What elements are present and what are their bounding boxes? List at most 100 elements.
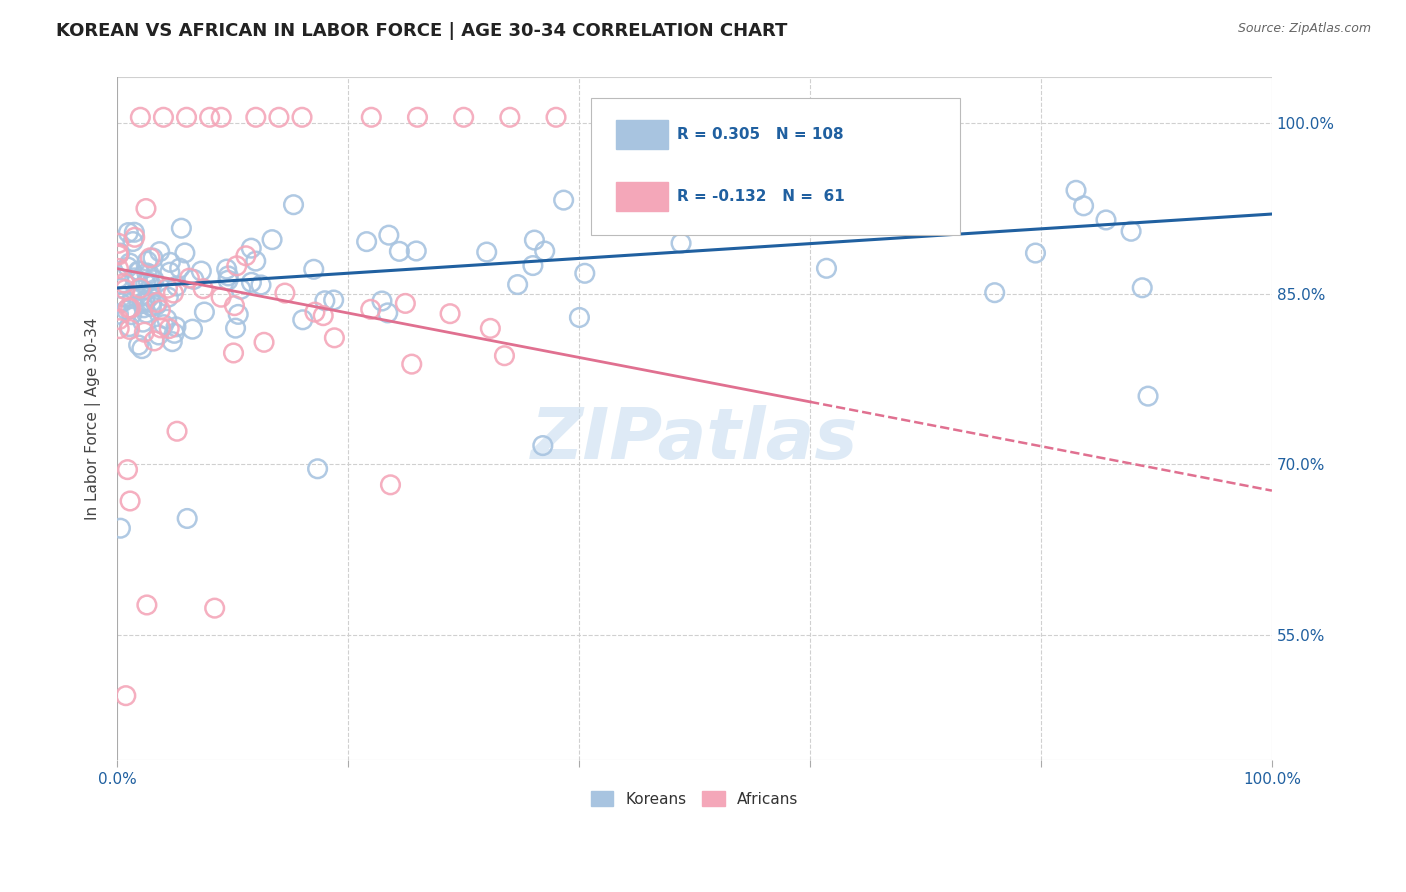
- Point: [131, 296, 153, 310]
- Point: [135, 306, 157, 320]
- Point: [117, 462, 139, 476]
- FancyBboxPatch shape: [616, 182, 668, 211]
- Point: [494, 349, 516, 363]
- Point: [124, 230, 146, 244]
- Point: [118, 319, 141, 334]
- Point: [107, 307, 129, 321]
- Point: [132, 301, 155, 315]
- Point: [110, 281, 132, 295]
- Point: [139, 251, 162, 265]
- Point: [1064, 183, 1087, 197]
- Point: [1130, 281, 1153, 295]
- Point: [1095, 213, 1118, 227]
- Point: [274, 286, 297, 301]
- Point: [107, 246, 129, 260]
- Point: [439, 307, 461, 321]
- Point: [235, 249, 257, 263]
- Point: [132, 315, 155, 329]
- Point: [138, 275, 160, 289]
- Point: [166, 279, 188, 293]
- Point: [148, 328, 170, 343]
- Point: [224, 299, 246, 313]
- Point: [128, 338, 150, 352]
- Point: [183, 272, 205, 286]
- Point: [377, 306, 399, 320]
- Point: [499, 110, 522, 124]
- Point: [304, 305, 326, 319]
- Point: [166, 424, 188, 438]
- Point: [291, 110, 314, 124]
- Point: [156, 312, 179, 326]
- Point: [159, 255, 181, 269]
- Point: [163, 326, 186, 341]
- Point: [107, 271, 129, 285]
- Point: [114, 689, 136, 703]
- Point: [302, 262, 325, 277]
- Point: [1024, 246, 1046, 260]
- Point: [378, 228, 401, 243]
- FancyBboxPatch shape: [591, 98, 960, 235]
- Point: [156, 281, 179, 295]
- Point: [142, 251, 165, 265]
- Point: [198, 110, 221, 124]
- Point: [245, 254, 267, 268]
- Point: [108, 321, 131, 335]
- Point: [117, 260, 139, 274]
- Point: [475, 245, 498, 260]
- Text: R = 0.305   N = 108: R = 0.305 N = 108: [678, 128, 844, 143]
- Point: [157, 321, 180, 335]
- Point: [240, 275, 263, 289]
- Point: [598, 211, 620, 225]
- Point: [135, 266, 157, 280]
- Point: [544, 110, 567, 124]
- Point: [143, 273, 166, 287]
- Point: [124, 271, 146, 285]
- Point: [108, 246, 131, 260]
- Point: [193, 282, 215, 296]
- Point: [267, 110, 290, 124]
- Point: [215, 262, 238, 277]
- Point: [314, 293, 336, 308]
- Point: [118, 322, 141, 336]
- Point: [523, 233, 546, 247]
- Point: [146, 295, 169, 310]
- Point: [149, 321, 172, 335]
- Point: [815, 261, 838, 276]
- Point: [229, 282, 252, 296]
- Point: [169, 261, 191, 276]
- Point: [522, 259, 544, 273]
- Point: [108, 312, 131, 326]
- Point: [127, 273, 149, 287]
- Point: [225, 259, 247, 273]
- Point: [162, 286, 184, 301]
- Point: [149, 244, 172, 259]
- Point: [405, 244, 427, 258]
- Point: [121, 292, 143, 306]
- Point: [141, 300, 163, 314]
- Point: [107, 236, 129, 251]
- Point: [107, 248, 129, 262]
- Point: [360, 110, 382, 124]
- Point: [533, 244, 555, 258]
- Point: [120, 494, 142, 508]
- Point: [110, 521, 132, 535]
- Point: [134, 293, 156, 308]
- Point: [181, 322, 204, 336]
- Point: [983, 285, 1005, 300]
- Point: [669, 236, 692, 251]
- Point: [112, 294, 135, 309]
- Point: [568, 310, 591, 325]
- Point: [176, 110, 198, 124]
- Point: [128, 282, 150, 296]
- Point: [131, 288, 153, 302]
- Point: [388, 244, 411, 259]
- Point: [134, 325, 156, 339]
- Point: [157, 290, 180, 304]
- Point: [176, 511, 198, 525]
- Point: [865, 167, 887, 181]
- Point: [159, 265, 181, 279]
- Point: [107, 261, 129, 276]
- Text: ZIPatlas: ZIPatlas: [531, 405, 858, 474]
- Point: [553, 193, 575, 207]
- Point: [262, 233, 284, 247]
